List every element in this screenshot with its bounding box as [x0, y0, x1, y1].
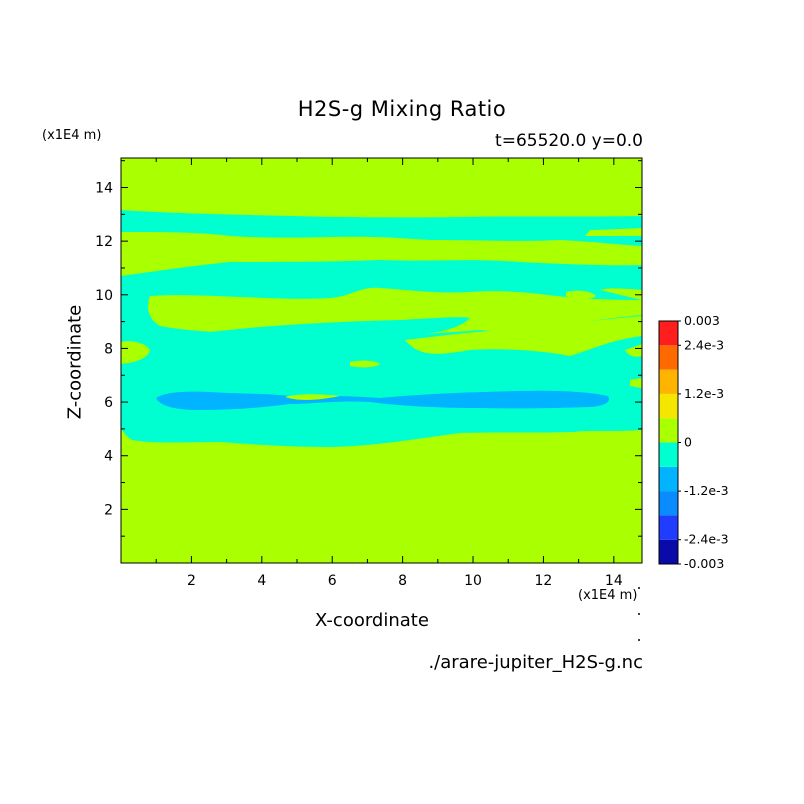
field-green-patch [148, 287, 642, 336]
x-tick-label: 6 [328, 573, 337, 589]
x-tick-label: 4 [257, 573, 266, 589]
chart-title: H2S-g Mixing Ratio [297, 97, 507, 121]
colorbar-segment [659, 491, 678, 516]
axis-end-mark [638, 639, 640, 641]
colorbar-tick-label: 0 [684, 435, 692, 450]
y-tick-label: 6 [104, 395, 113, 411]
y-tick-label: 2 [104, 502, 113, 518]
source-filename: ./arare-jupiter_H2S-g.nc [428, 652, 643, 673]
x-tick-label: 12 [535, 573, 553, 589]
field-cyan-region [434, 411, 466, 416]
x-tick-label: 10 [464, 573, 482, 589]
x-tick-label: 14 [605, 573, 623, 589]
y-axis-label: Z-coordinate [64, 304, 86, 420]
colorbar-segment [659, 539, 678, 564]
field-blue-streak [156, 390, 610, 410]
x-axis-label: X-coordinate [315, 610, 429, 631]
field-green-patch [405, 316, 642, 356]
colorbar-tick-label: 1.2e-3 [684, 386, 724, 401]
colorbar-tick-label: -0.003 [684, 556, 724, 571]
colorbar-tick-label: 2.4e-3 [684, 337, 724, 352]
axis-end-mark [638, 587, 640, 589]
colorbar-segment [659, 466, 678, 492]
field-green-patch [285, 394, 340, 400]
plot-frame [120, 157, 643, 564]
y-tick-label: 8 [104, 341, 113, 357]
colorbar-segment [659, 442, 678, 467]
x-tick-label: 8 [398, 573, 407, 589]
axis-end-marks [638, 587, 640, 641]
field-green-patch [121, 341, 150, 364]
x-tick-label: 2 [187, 573, 196, 589]
y-ticks: 2 4 6 8 10 12 14 [95, 160, 642, 537]
y-unit-label: (x1E4 m) [42, 128, 102, 143]
field-cyan-region [200, 317, 470, 338]
x-ticks: 2 4 6 8 10 12 14 [155, 158, 623, 589]
colorbar-tick-label: -2.4e-3 [684, 532, 729, 547]
colorbar-segment [659, 369, 678, 394]
field-green-patch [121, 232, 642, 276]
colorbar-segment [659, 393, 678, 419]
colorbar-segment [659, 515, 678, 540]
axis-end-mark [638, 613, 640, 615]
field-green-patch [625, 344, 642, 357]
colorbar-segment [659, 345, 678, 370]
y-tick-label: 4 [104, 449, 113, 465]
y-tick-label: 10 [95, 288, 113, 304]
field-green-patch [566, 290, 596, 299]
colorbar-tick-label: -1.2e-3 [684, 483, 729, 498]
chart-subtitle: t=65520.0 y=0.0 [495, 131, 643, 151]
x-unit-label: (x1E4 m) [578, 588, 638, 603]
field-green-patch [350, 360, 380, 368]
colorbar-segment [659, 321, 678, 346]
field-green-patch [630, 378, 642, 388]
colorbar: 0.003 2.4e-3 1.2e-3 0 -1.2e-3 -2.4e-3 -0.003 [658, 313, 729, 571]
contour-field [121, 158, 642, 563]
colorbar-tick-label: 0.003 [684, 313, 720, 328]
y-tick-label: 14 [95, 181, 113, 197]
y-tick-label: 12 [95, 234, 113, 250]
colorbar-segment [659, 418, 678, 443]
